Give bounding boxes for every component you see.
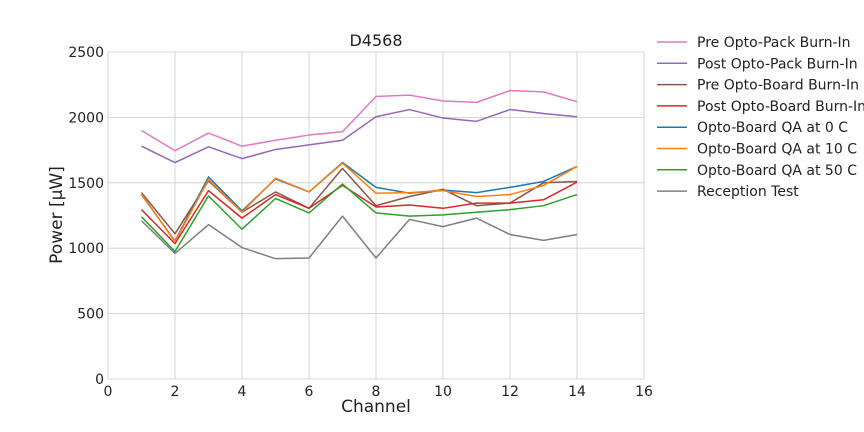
y-tick-label: 2000 bbox=[68, 110, 104, 126]
x-tick-label: 10 bbox=[434, 384, 452, 400]
series-line bbox=[141, 108, 578, 164]
legend-entry: Pre Opto-Pack Burn-In bbox=[697, 35, 851, 51]
y-tick-label: 2500 bbox=[68, 45, 104, 61]
x-tick-label: 14 bbox=[568, 384, 586, 400]
x-tick-label: 4 bbox=[238, 384, 247, 400]
y-tick-label: 500 bbox=[77, 307, 104, 323]
legend-entry: Post Opto-Board Burn-In bbox=[697, 99, 864, 115]
series-line bbox=[140, 183, 578, 253]
series-line bbox=[141, 89, 578, 152]
legend-entry: Post Opto-Pack Burn-In bbox=[697, 56, 858, 72]
x-tick-label: 2 bbox=[171, 384, 180, 400]
x-tick-label: 12 bbox=[501, 384, 519, 400]
y-axis-label: Power [μW] bbox=[47, 166, 67, 264]
x-tick-label: 8 bbox=[372, 384, 381, 400]
legend-entry: Reception Test bbox=[697, 184, 799, 200]
legend-entry: Opto-Board QA at 0 C bbox=[697, 120, 848, 136]
y-tick-label: 0 bbox=[95, 372, 104, 388]
x-tick-labels: 0 2 4 6 8 10 12 14 16 bbox=[104, 384, 653, 400]
chart-title: D4568 bbox=[349, 31, 402, 50]
series-lines bbox=[140, 89, 578, 260]
x-tick-label: 16 bbox=[635, 384, 653, 400]
series-line bbox=[140, 181, 578, 245]
series-line bbox=[140, 161, 578, 242]
legend-entry: Opto-Board QA at 10 C bbox=[697, 142, 857, 158]
legend-entry: Pre Opto-Board Burn-In bbox=[697, 78, 859, 94]
y-tick-label: 1500 bbox=[68, 176, 104, 192]
x-tick-label: 6 bbox=[305, 384, 314, 400]
y-tick-label: 1000 bbox=[68, 241, 104, 257]
x-axis-label: Channel bbox=[341, 397, 411, 417]
x-tick-label: 0 bbox=[104, 384, 113, 400]
series-line bbox=[140, 215, 578, 260]
legend: Pre Opto-Pack Burn-In Post Opto-Pack Burn… bbox=[657, 35, 864, 200]
legend-entry: Opto-Board QA at 50 C bbox=[697, 163, 857, 179]
y-tick-labels: 0 500 1000 1500 2000 2500 bbox=[68, 45, 104, 388]
series-line bbox=[140, 162, 578, 243]
